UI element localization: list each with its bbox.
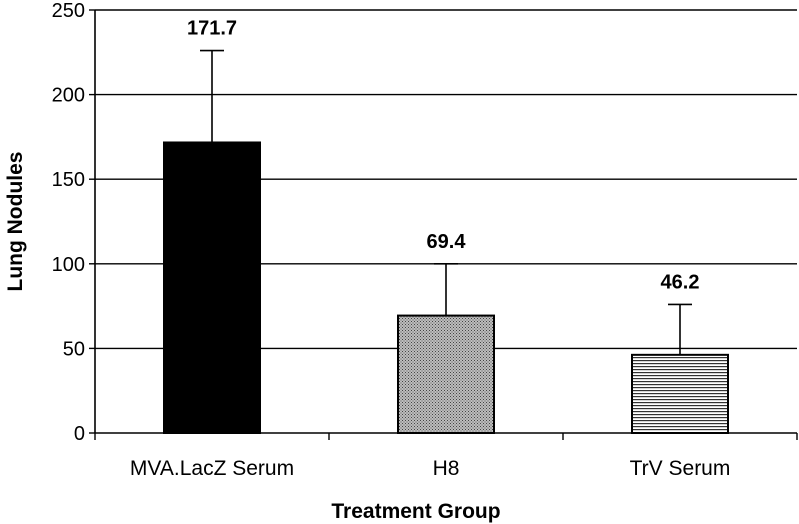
data-label: 46.2 bbox=[661, 271, 700, 293]
y-tick-label: 50 bbox=[63, 338, 85, 360]
x-axis-categories: MVA.LacZ Serum H8 TrV Serum bbox=[130, 457, 730, 480]
y-axis-ticks: 0 50 100 150 200 250 bbox=[52, 0, 95, 445]
bar bbox=[163, 141, 261, 434]
y-axis-title: Lung Nodules bbox=[4, 152, 27, 292]
x-category-label: H8 bbox=[433, 457, 460, 480]
y-tick-label: 250 bbox=[52, 0, 85, 22]
data-label: 171.7 bbox=[187, 18, 237, 40]
axes bbox=[94, 10, 798, 440]
y-tick-label: 0 bbox=[74, 423, 85, 445]
bars: 171.7 69.4 46.2 bbox=[163, 18, 729, 434]
x-category-label: MVA.LacZ Serum bbox=[130, 457, 294, 480]
x-category-label: TrV Serum bbox=[630, 457, 731, 480]
bar bbox=[631, 353, 729, 434]
y-tick-label: 200 bbox=[52, 85, 85, 107]
y-tick-label: 150 bbox=[52, 169, 85, 191]
data-label: 69.4 bbox=[427, 231, 467, 253]
bar bbox=[397, 314, 495, 434]
y-tick-label: 100 bbox=[52, 254, 85, 276]
x-axis-title: Treatment Group bbox=[331, 500, 500, 523]
